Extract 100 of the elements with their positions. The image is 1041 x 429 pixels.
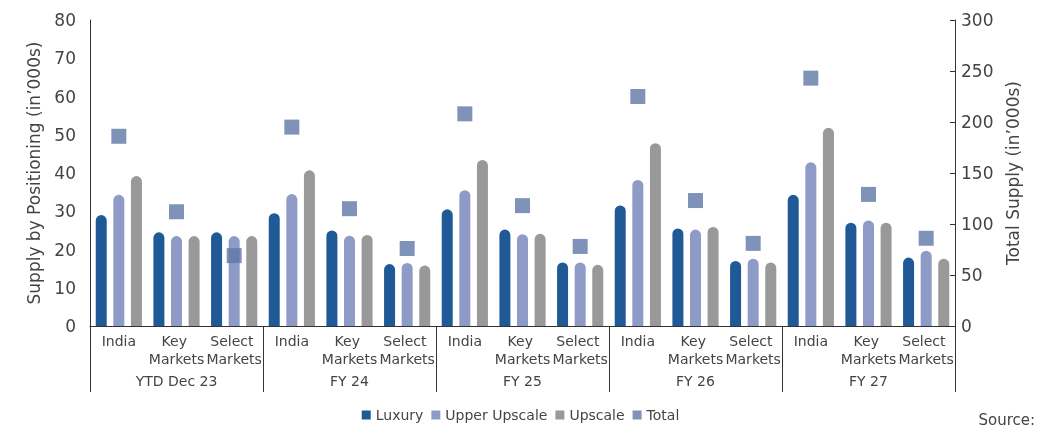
bar (384, 264, 396, 326)
bar (672, 228, 684, 326)
bar (517, 234, 528, 326)
y2-tick-label: 300 (961, 10, 994, 30)
bar (211, 232, 223, 326)
x-tick-label: India (793, 333, 829, 349)
bar (344, 235, 355, 326)
bar (534, 233, 546, 326)
bar (649, 143, 661, 326)
x-tick-label: Key Markets (321, 333, 378, 367)
x-tick-label: Key Markets (840, 333, 897, 367)
legend-label: Upper Upscale (445, 407, 548, 423)
bar (787, 194, 799, 326)
y-tick-label: 40 (54, 163, 76, 183)
point (457, 106, 473, 122)
x-tick-label: Select Markets (379, 333, 435, 367)
bar (863, 220, 874, 326)
point (572, 238, 588, 254)
y2-tick-label: 200 (961, 112, 994, 132)
point (515, 198, 530, 214)
bar (574, 262, 586, 326)
bar (246, 236, 258, 326)
bar (903, 257, 915, 326)
bar (171, 236, 182, 326)
x-tick-label: Select Markets (206, 333, 262, 367)
bar (441, 209, 453, 326)
text: FY 27 (849, 373, 888, 389)
bar (401, 262, 413, 326)
y-tick-label: 30 (54, 201, 76, 222)
bar (326, 230, 338, 326)
bar (303, 170, 315, 326)
point (342, 201, 357, 217)
bar (130, 176, 142, 326)
y-tick-label: 10 (54, 277, 76, 298)
bar (845, 222, 857, 326)
point (284, 119, 300, 135)
point (745, 235, 761, 251)
bar (920, 250, 932, 326)
y2-tick-label: 100 (961, 214, 994, 234)
y2-axis-title: Total Supply (in’000s) (1002, 81, 1023, 266)
x-tick-label: Key Markets (667, 333, 724, 367)
x-tick-label: Select Markets (725, 333, 781, 367)
point (226, 248, 242, 264)
source-note: Source: (978, 410, 1036, 429)
y-axis-title: Supply by Positioning (in’000s) (23, 41, 44, 305)
bar (938, 258, 950, 326)
bar (419, 265, 431, 326)
y2-tick-label: 250 (961, 61, 994, 81)
bar (476, 160, 488, 326)
text: FY 25 (503, 373, 542, 389)
bar (361, 234, 373, 326)
x-tick-label: India (620, 333, 656, 349)
bar (765, 262, 777, 326)
bar (730, 260, 742, 326)
y-tick-label: 70 (54, 48, 76, 69)
y-tick-label: 20 (54, 239, 76, 260)
point (688, 193, 703, 209)
point (111, 128, 127, 144)
legend-label: Luxury (375, 407, 424, 423)
point (803, 70, 819, 86)
x-tick-label: Key Markets (494, 333, 551, 367)
y-tick-label: 50 (54, 124, 76, 145)
legend-label: Total (645, 407, 680, 423)
bar (153, 232, 165, 326)
bar (188, 236, 200, 326)
x-tick-label: India (101, 333, 137, 349)
x-tick-label: Key Markets (148, 333, 205, 367)
y2-tick-label: 0 (961, 316, 972, 336)
point (169, 204, 184, 220)
legend-label: Upscale (569, 407, 625, 423)
text: YTD Dec 23 (134, 373, 218, 389)
text: FY 26 (676, 373, 716, 389)
bar (632, 179, 644, 326)
bar (805, 162, 817, 326)
x-tick-label: Select Markets (552, 333, 608, 367)
bar (822, 127, 834, 326)
bar (592, 264, 604, 326)
y2-tick-label: 150 (961, 163, 994, 183)
bar (614, 205, 626, 326)
y-tick-label: 0 (65, 316, 76, 336)
bar (690, 229, 701, 326)
bar (880, 222, 892, 326)
point (399, 240, 415, 256)
bar (459, 190, 471, 326)
y-tick-label: 60 (54, 86, 76, 107)
x-tick-label: India (274, 333, 310, 349)
bar (747, 258, 759, 326)
y-tick-label: 80 (54, 10, 76, 30)
bar (113, 194, 125, 326)
text: FY 24 (330, 373, 370, 389)
bar (499, 229, 511, 326)
point (861, 186, 876, 202)
point (918, 230, 934, 246)
bar (95, 215, 107, 326)
x-tick-label: India (447, 333, 483, 349)
y2-tick-label: 50 (961, 265, 983, 285)
bar (707, 226, 719, 326)
bar (286, 194, 298, 326)
point (630, 89, 646, 104)
x-tick-label: Select Markets (898, 333, 954, 367)
